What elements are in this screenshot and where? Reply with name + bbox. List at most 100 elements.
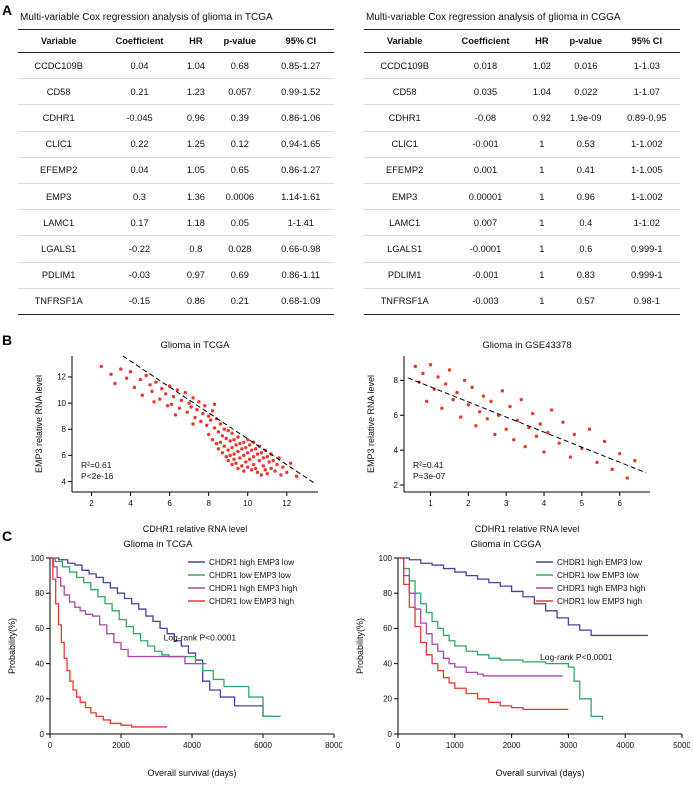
table-cell: 0.04 [99,157,180,184]
table-cell: 1 [525,157,559,184]
table-row: EMP3 0.3 1.36 0.0006 1.14-1.61 [18,183,334,211]
table-cell: 0.018 [445,52,526,80]
svg-text:Overall survival (days): Overall survival (days) [495,768,584,778]
svg-text:0: 0 [48,741,53,750]
svg-text:20: 20 [383,695,392,704]
svg-text:2000: 2000 [503,741,521,750]
svg-text:CHDR1 low EMP3 low: CHDR1 low EMP3 low [209,571,291,580]
svg-text:5: 5 [580,499,585,508]
panel-c: Glioma in TCGA 0 2000 4000 6000 8000 0 20 40 60 80… [4,536,691,785]
svg-text:Probability(%): Probability(%) [7,618,17,674]
column-header: HR [525,29,559,53]
svg-text:2: 2 [394,481,399,490]
svg-text:EMP3 relative RNA level: EMP3 relative RNA level [34,375,44,473]
table-cell: -0.001 [445,262,526,289]
svg-text:Glioma in TCGA: Glioma in TCGA [161,340,231,351]
table-cell: 0.99-1.52 [267,78,334,106]
table-cell: CCDC109B [364,52,446,80]
table-cell: CD58 [364,78,446,106]
svg-text:10: 10 [57,399,66,408]
panel-c-label: C [2,528,13,544]
table-cell: 1-1.03 [613,52,680,80]
table-cell: 0.65 [212,157,268,184]
table-cell: 0.86-1.27 [267,157,334,184]
svg-text:5000: 5000 [673,741,690,750]
table-cell: 0.4 [558,209,614,237]
svg-text:4: 4 [542,499,547,508]
svg-text:0: 0 [396,741,401,750]
svg-text:60: 60 [35,624,44,633]
table-row: LAMC1 0.007 1 0.4 1-1.02 [364,209,680,237]
svg-text:CHDR1 high EMP3 low: CHDR1 high EMP3 low [209,558,294,567]
svg-text:1000: 1000 [446,741,464,750]
svg-text:8: 8 [394,376,399,385]
table-row: EFEMP2 0.04 1.05 0.65 0.86-1.27 [18,157,334,184]
scatter-plot-gse43378: Glioma in GSE43378 1 2 3 4 5 6 2 4 6 8 R²=0.41 P=3e-… [364,338,664,541]
table-cell: 0.21 [212,288,268,315]
table-title: Multi-variable Cox regression analysis o… [366,12,621,23]
table-cell: 0.86-1.06 [267,104,334,132]
table-cell: 1.36 [179,183,213,211]
table-row: TNFRSF1A -0.15 0.86 0.21 0.68-1.09 [18,288,334,315]
table-row: CDHR1 -0.08 0.92 1.9e-09 0.89-0.95 [364,104,680,132]
table-cell: 0.3 [99,183,180,211]
table-cell: 0.04 [99,52,180,80]
table-cell: CDHR1 [18,104,100,132]
table-cell: 0.69 [212,262,268,289]
panel-b: Glioma in TCGA 2 4 6 8 10 12 4 6 8 10 12 R²=0.61 P<2e… [16,338,680,541]
svg-text:100: 100 [31,554,45,563]
svg-text:Glioma in TCGA: Glioma in TCGA [123,539,193,550]
table-cell: 1-1.41 [267,209,334,237]
table-cell: 0.21 [99,78,180,106]
table-cell: 0.057 [212,78,268,106]
table-cell: 1 [525,288,559,315]
table-cell: -0.03 [99,262,180,289]
table-cell: 0.96 [558,183,614,211]
svg-text:80: 80 [383,589,392,598]
table-cell: 0.85-1.27 [267,52,334,80]
table-cell: EMP3 [364,183,446,211]
table-cell: CLIC1 [18,131,100,158]
table-cell: CCDC109B [18,52,100,80]
scatter-plot-tcga: Glioma in TCGA 2 4 6 8 10 12 4 6 8 10 12 R²=0.61 P<2e… [32,338,332,541]
cox-regression-table: Variable Coefficient HR p-value 95% CI CCDC10… [18,29,334,315]
table-cell: 0.68 [212,52,268,80]
table-cell: 0.97 [179,262,213,289]
svg-text:CHDR1 high EMP3 low: CHDR1 high EMP3 low [557,558,642,567]
svg-text:0: 0 [40,730,45,739]
svg-text:12: 12 [282,499,291,508]
table-cell: LAMC1 [18,209,100,237]
table-cell: 1 [525,131,559,158]
table-cell: 1.23 [179,78,213,106]
svg-text:4000: 4000 [183,741,201,750]
table-cell: 0.22 [99,131,180,158]
svg-text:Probability(%): Probability(%) [355,618,365,674]
column-header: Coefficient [99,29,180,53]
km-survival-chart: Glioma in TCGA 0 2000 4000 6000 8000 0 20 40 60 80… [7,539,343,778]
column-header: Coefficient [445,29,526,53]
table-cell: 0.016 [558,52,614,80]
table-cell: 0.17 [99,209,180,237]
svg-text:60: 60 [383,624,392,633]
svg-text:P=3e-07: P=3e-07 [413,471,446,481]
table-row: LAMC1 0.17 1.18 0.05 1-1.41 [18,209,334,237]
table-cell: 0.999-1 [613,235,680,263]
table-cell: 0.12 [212,131,268,158]
km-survival-chart: Glioma in CGGA 0 1000 2000 3000 4000 5000 0 20 40… [355,539,691,778]
km-plot-tcga: Glioma in TCGA 0 2000 4000 6000 8000 0 20 40 60 80… [4,536,343,785]
table-cell: 0.999-1 [613,262,680,289]
table-cell: 0.0006 [212,183,268,211]
table-cell: 1.9e-09 [558,104,614,132]
table-row: TNFRSF1A -0.003 1 0.57 0.98-1 [364,288,680,315]
table-cell: 0.57 [558,288,614,315]
svg-text:Log-rank P<0.0001: Log-rank P<0.0001 [164,633,237,643]
table-cell: CDHR1 [364,104,446,132]
svg-text:CHDR1 low EMP3 high: CHDR1 low EMP3 high [209,597,295,606]
table-cell: 0.86-1.11 [267,262,334,289]
table-row: CLIC1 0.22 1.25 0.12 0.94-1.65 [18,131,334,158]
table-cell: TNFRSF1A [18,288,100,315]
svg-text:3: 3 [504,499,509,508]
table-cell: 0.96 [179,104,213,132]
column-header: HR [179,29,213,53]
svg-text:1: 1 [428,499,433,508]
